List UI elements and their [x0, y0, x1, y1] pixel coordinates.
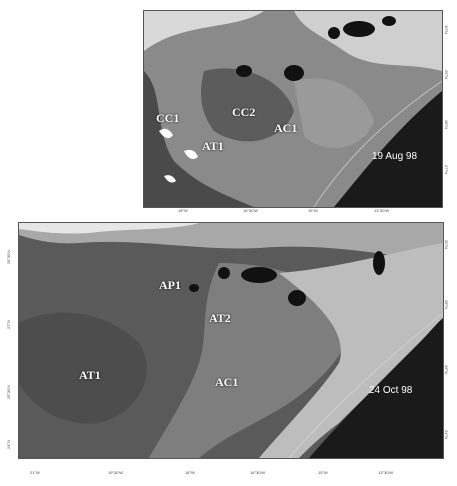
- cloud-patch: [144, 11, 264, 51]
- island: [284, 65, 304, 81]
- y-tick-label: 25°30'N: [6, 385, 11, 400]
- y-tick-label: 29°N: [444, 70, 449, 79]
- island: [343, 21, 375, 37]
- eddy-label-cc1: CC1: [156, 111, 180, 125]
- cloud-band: [19, 223, 199, 234]
- map-panel-24-oct-98: AP1 AT2 AT1 AC1 24 Oct 98: [18, 222, 444, 459]
- x-tick-label: 18°W: [185, 470, 195, 475]
- island: [288, 290, 306, 306]
- eddy-label-at2: AT2: [209, 311, 231, 325]
- island: [382, 16, 396, 26]
- y-tick-label: 26°N: [444, 365, 449, 374]
- sst-image-bottom: [19, 223, 443, 458]
- island: [328, 27, 340, 39]
- x-tick-label: 13°30'W: [378, 470, 394, 475]
- land-africa: [309, 318, 443, 458]
- y-tick-label: 28°N: [444, 120, 449, 129]
- x-tick-label: 18°W: [178, 208, 188, 213]
- island: [241, 267, 277, 283]
- island: [373, 251, 385, 275]
- y-tick-label: 30°N: [444, 240, 449, 249]
- island: [189, 284, 199, 292]
- upwelling-filament: [294, 78, 374, 148]
- eddy-label-at1: AT1: [79, 368, 101, 382]
- x-tick-label: 16°30'W: [243, 208, 259, 213]
- y-tick-label: 24°N: [444, 430, 449, 439]
- x-tick-label: 16°30'W: [250, 470, 266, 475]
- upwelling-area: [149, 263, 359, 458]
- cloud-fleck: [159, 128, 198, 183]
- island: [236, 65, 252, 77]
- y-tick-label: 27°N: [6, 320, 11, 329]
- island: [218, 267, 230, 279]
- eddy-label-ac1: AC1: [274, 121, 298, 135]
- map-panel-19-aug-98: CC1 CC2 AT1 AC1 19 Aug 98: [143, 10, 443, 208]
- x-tick-label: 13°30'W: [374, 208, 390, 213]
- eddy-label-cc2: CC2: [232, 105, 256, 119]
- dark-water: [144, 71, 254, 207]
- eddy-label-ac1: AC1: [215, 375, 239, 389]
- y-tick-label: 24°N: [6, 440, 11, 449]
- image-date: 24 Oct 98: [369, 385, 413, 396]
- anticyclonic-eddy: [19, 312, 147, 424]
- land-africa: [334, 91, 442, 207]
- y-tick-label: 29°30'N: [6, 250, 11, 265]
- sst-image-top: [144, 11, 442, 207]
- bathymetry-contour: [288, 312, 443, 458]
- y-tick-label: 30°N: [444, 25, 449, 34]
- x-tick-label: 15°W: [318, 470, 328, 475]
- coastal-upwelling: [259, 243, 443, 458]
- eddy: [201, 68, 294, 142]
- image-date: 19 Aug 98: [372, 151, 418, 162]
- eddy-label-at1: AT1: [202, 139, 224, 153]
- bathymetry-contour: [313, 80, 442, 207]
- x-tick-label: 21°W: [30, 470, 40, 475]
- y-tick-label: 28°N: [444, 300, 449, 309]
- cloud-band: [19, 223, 443, 263]
- eddy-label-ap1: AP1: [159, 278, 181, 292]
- x-tick-label: 19°30'W: [108, 470, 124, 475]
- cloud-patch: [294, 11, 442, 71]
- y-tick-label: 27°N: [444, 165, 449, 174]
- x-tick-label: 15°W: [308, 208, 318, 213]
